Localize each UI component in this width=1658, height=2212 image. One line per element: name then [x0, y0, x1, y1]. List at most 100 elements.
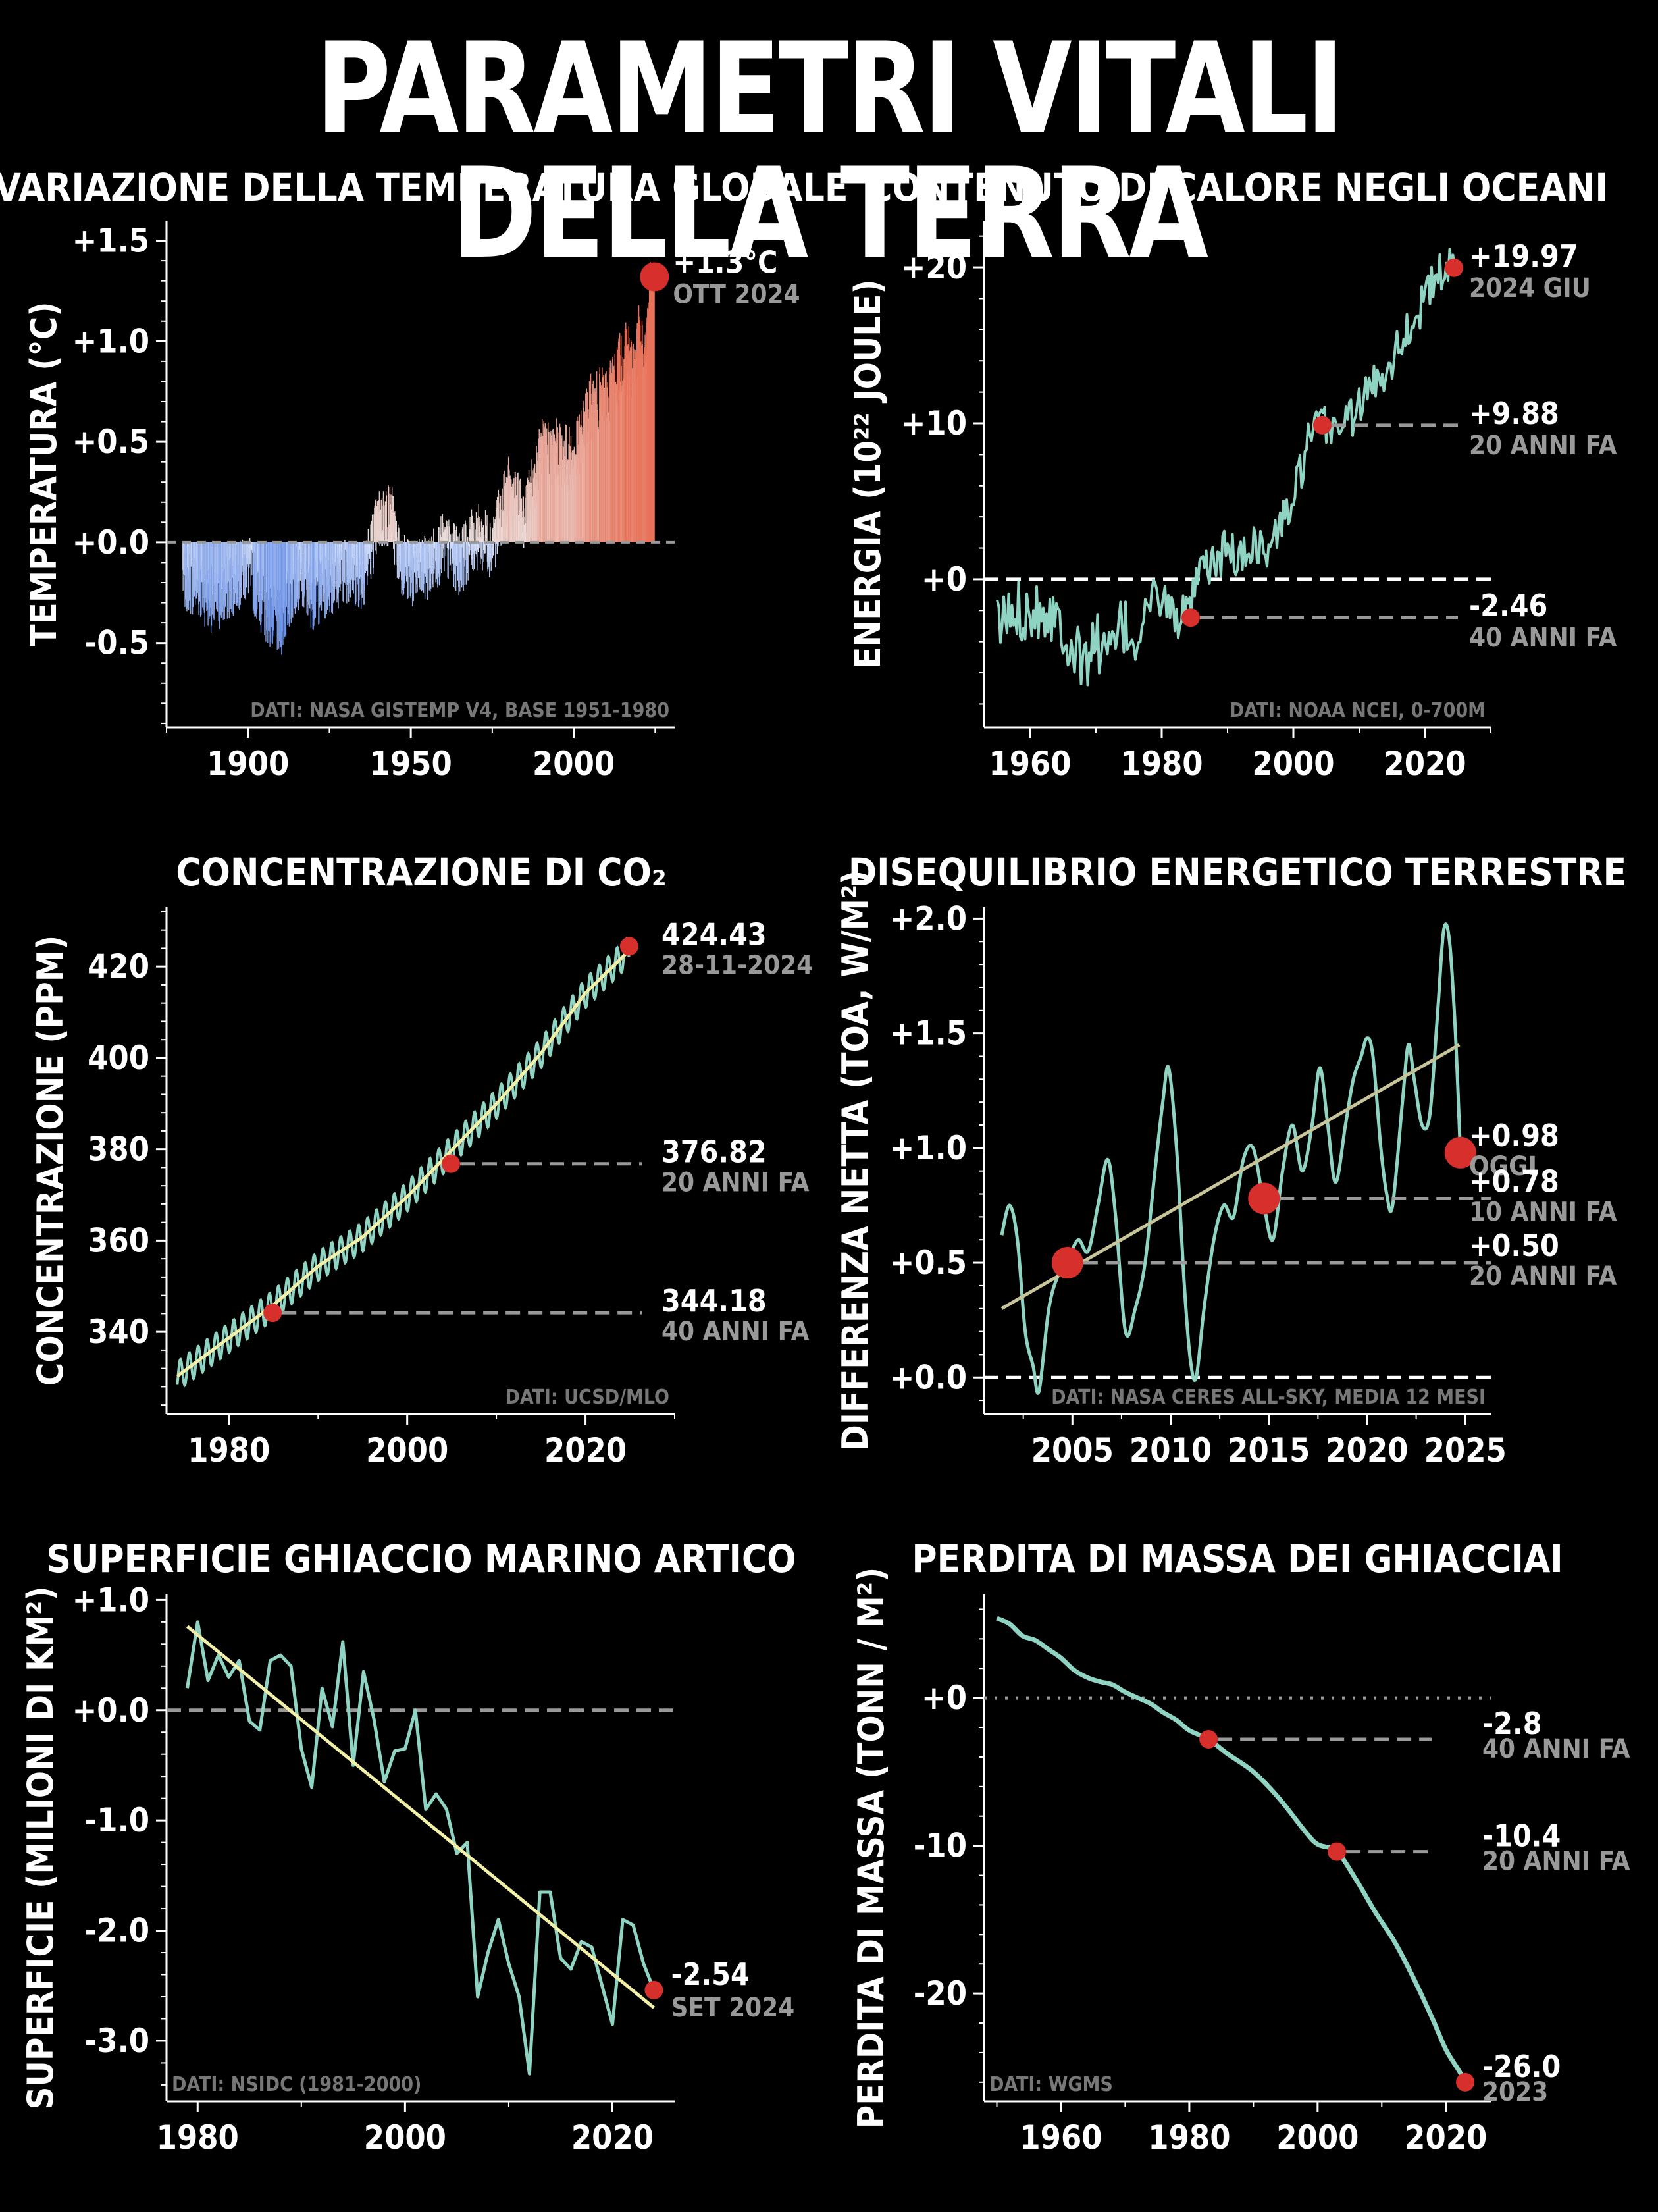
- y-tick-label: 420: [88, 947, 149, 986]
- y-tick-label: +0.0: [890, 1358, 967, 1396]
- y-tick-label: +0: [921, 560, 967, 598]
- value-annotation: +19.97: [1469, 238, 1578, 274]
- page-title: PARAMETRI VITALI DELLA TERRA: [315, 16, 1344, 286]
- x-tick-label: 2000: [1276, 2119, 1359, 2157]
- source-note: DATI: UCSD/MLO: [505, 1386, 669, 1409]
- sub-annotation: 20 ANNI FA: [1469, 431, 1617, 461]
- y-tick-label: +1.5: [890, 1014, 967, 1053]
- value-annotation: 376.82: [661, 1134, 767, 1170]
- x-tick-label: 2020: [544, 1431, 627, 1469]
- y-tick-label: 380: [88, 1130, 149, 1169]
- chart-energy-imbalance: +0.0 +0.5 +1.0 +1.5 +2.0 2005 2010 2015 2020 2025…: [835, 850, 1626, 1469]
- highlight-marker: [1199, 1730, 1218, 1749]
- chart-title: CONCENTRAZIONE DI CO₂: [176, 850, 667, 895]
- x-tick-label: 2020: [571, 2119, 654, 2157]
- y-tick-label: +1.0: [72, 322, 149, 360]
- y-axis-label: ENERGIA (10²² JOULE): [847, 279, 889, 668]
- highlight-marker: [640, 262, 669, 292]
- value-annotation: -2.8: [1482, 1706, 1542, 1741]
- y-tick-label: +2.0: [890, 899, 967, 937]
- y-axis-label: PERDITA DI MASSA (TONN / M²): [850, 1567, 892, 2129]
- x-tick-label: 2000: [366, 1431, 448, 1469]
- sub-annotation: 20 ANNI FA: [1469, 1261, 1617, 1292]
- x-tick-label: 2005: [1031, 1431, 1114, 1469]
- value-annotation: -2.46: [1469, 588, 1547, 623]
- source-note: DATI: NOAA NCEI, 0-700M: [1230, 699, 1486, 722]
- y-tick-label: -3.0: [85, 2022, 149, 2060]
- y-tick-label: -10: [914, 1827, 967, 1865]
- sub-annotation: 20 ANNI FA: [1482, 1847, 1630, 1877]
- source-note: DATI: WGMS: [989, 2073, 1113, 2096]
- source-note: DATI: NASA CERES ALL-SKY, MEDIA 12 MESI: [1051, 1386, 1486, 1409]
- value-annotation: 344.18: [661, 1283, 767, 1319]
- x-tick-label: 1960: [1020, 2119, 1102, 2157]
- eei-series-line: [1000, 922, 1463, 1395]
- sub-annotation: 40 ANNI FA: [1469, 623, 1617, 653]
- x-tick-label: 2010: [1129, 1431, 1212, 1469]
- chart-temperature: -0.5 +0.0 +0.5 +1.0 +1.5 1900 1950 2000 VARIAZIO…: [0, 165, 848, 783]
- value-annotation: +0.98: [1469, 1118, 1559, 1153]
- highlight-marker: [1328, 1842, 1347, 1861]
- value-annotation: +1.3°C: [673, 245, 777, 280]
- sea-ice-series-line: [186, 1620, 656, 2076]
- highlight-marker: [1248, 1182, 1280, 1215]
- ohc-series-line: [996, 248, 1456, 687]
- chart-glacier: -20 -10 +0 1960 1980 2000 2020 PERDITA DI MASSA…: [850, 1537, 1630, 2157]
- y-tick-label: -2.0: [85, 1912, 149, 1950]
- highlight-marker: [619, 937, 638, 956]
- co2-trend-line: [176, 951, 629, 1378]
- y-tick-label: +0.5: [890, 1244, 967, 1282]
- chart-title: DISEQUILIBRIO ENERGETICO TERRESTRE: [848, 850, 1626, 895]
- y-tick-label: -20: [914, 1974, 967, 2013]
- highlight-marker: [1445, 258, 1463, 277]
- y-tick-label: 340: [88, 1313, 149, 1351]
- chart-title: SUPERFICIE GHIACCIO MARINO ARTICO: [46, 1537, 796, 1581]
- y-axis-label: DIFFERENZA NETTA (TOA, W/M²): [835, 870, 876, 1451]
- sub-annotation: 20 ANNI FA: [661, 1168, 810, 1198]
- y-tick-label: +1.0: [890, 1129, 967, 1167]
- highlight-marker: [1456, 2072, 1475, 2092]
- sub-annotation: 2024 GIU: [1469, 273, 1591, 303]
- y-tick-label: +0.0: [72, 523, 149, 562]
- co2-monthly-line: [176, 937, 631, 1388]
- y-axis-label: TEMPERATURA (°C): [23, 302, 65, 646]
- highlight-marker: [1313, 415, 1332, 434]
- chart-co2: 340 360 380 400 420 1980 2000 2020 CONCENTRAZION…: [30, 850, 813, 1469]
- y-axis-label: SUPERFICIE (MILIONI DI KM²): [20, 1586, 61, 2109]
- highlight-marker: [1051, 1247, 1083, 1279]
- y-tick-label: +0.0: [72, 1691, 149, 1729]
- value-annotation: -2.54: [671, 1957, 749, 1992]
- y-tick-label: +0.5: [72, 423, 149, 461]
- x-tick-label: 1900: [207, 745, 289, 783]
- x-tick-label: 1950: [370, 745, 452, 783]
- x-tick-label: 2020: [1326, 1431, 1408, 1469]
- chart-title: VARIAZIONE DELLA TEMPERATURA GLOBALE: [0, 165, 848, 210]
- x-tick-label: 2000: [364, 2119, 446, 2157]
- sub-annotation: 28-11-2024: [661, 950, 813, 980]
- x-tick-label: 1980: [157, 2119, 239, 2157]
- y-tick-label: +10: [901, 404, 967, 442]
- x-tick-label: 1980: [1148, 2119, 1230, 2157]
- source-note: DATI: NASA GISTEMP V4, BASE 1951-1980: [250, 699, 669, 722]
- value-annotation: -10.4: [1482, 1818, 1561, 1854]
- x-tick-label: 2020: [1405, 2119, 1487, 2157]
- x-tick-label: 1960: [989, 745, 1071, 783]
- value-annotation: +9.88: [1469, 396, 1559, 431]
- sub-annotation: 40 ANNI FA: [1482, 1734, 1630, 1764]
- highlight-marker: [442, 1154, 461, 1173]
- chart-sea-ice: -3.0 -2.0 -1.0 +0.0 +1.0 1980 2000 2020 SUPERFIC…: [20, 1537, 796, 2157]
- y-tick-label: +20: [901, 248, 967, 286]
- x-tick-label: 2020: [1384, 745, 1466, 783]
- x-tick-label: 2000: [1252, 745, 1334, 783]
- value-annotation: -26.0: [1482, 2049, 1561, 2084]
- highlight-marker: [1444, 1136, 1476, 1169]
- chart-title: CONTENUTO DI CALORE NEGLI OCEANI: [867, 165, 1607, 210]
- source-note: DATI: NSIDC (1981-2000): [172, 2073, 421, 2096]
- x-tick-label: 1980: [1120, 745, 1203, 783]
- chart-ocean-heat: +0 +10 +20 1960 1980 2000 2020 CONTENUTO DI CAL…: [847, 165, 1617, 783]
- sub-annotation: 40 ANNI FA: [661, 1317, 810, 1347]
- x-tick-label: 2015: [1228, 1431, 1310, 1469]
- y-tick-label: 400: [88, 1039, 149, 1077]
- value-annotation: 424.43: [661, 916, 767, 952]
